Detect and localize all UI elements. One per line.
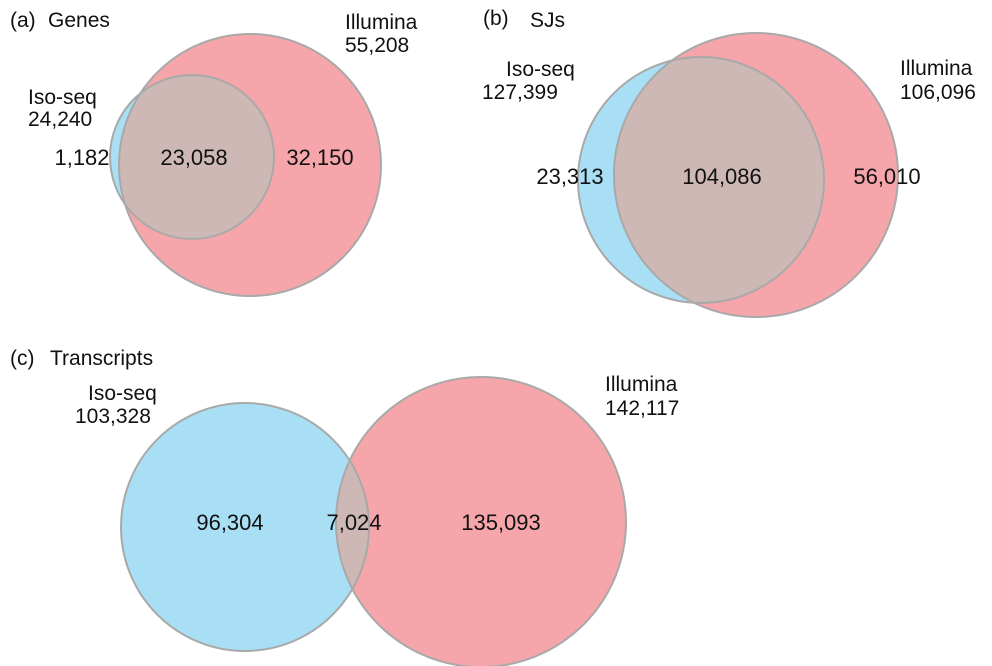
sjs-illumina-total: 106,096 <box>900 81 976 104</box>
panel-genes-title: Genes <box>48 9 110 32</box>
transcripts-illumina-circle <box>336 377 626 666</box>
panel-genes-letter: (a) <box>10 9 36 32</box>
transcripts-illumina-total: 142,117 <box>605 397 679 420</box>
genes-isoseq-name: Iso-seq <box>28 86 97 109</box>
panel-sjs-title: SJs <box>530 9 565 32</box>
sjs-isoseq-total: 127,399 <box>482 81 558 104</box>
transcripts-illumina-name: Illumina <box>605 373 678 396</box>
panel-genes: (a) Genes Iso-seq 24,240 Illumina 55,208… <box>10 9 418 297</box>
sjs-illumina-outline <box>613 32 899 318</box>
sjs-isoseq-outline <box>577 56 825 304</box>
panel-sjs: (b) SJs Iso-seq 127,399 Illumina 106,096… <box>482 7 976 318</box>
sjs-illumina-name: Illumina <box>900 57 973 80</box>
sjs-isoseq-name: Iso-seq <box>506 58 575 81</box>
genes-isoseq-total: 24,240 <box>28 108 92 131</box>
transcripts-isoseq-name: Iso-seq <box>88 382 157 405</box>
genes-illumina-name: Illumina <box>345 11 418 34</box>
genes-illumina-total: 55,208 <box>345 34 409 57</box>
transcripts-isoseq-total: 103,328 <box>75 405 151 428</box>
transcripts-isoseq-circle <box>121 403 369 651</box>
panel-sjs-letter: (b) <box>483 7 509 30</box>
transcripts-illumina-outline <box>335 376 627 666</box>
sjs-illumina-only-count: 56,010 <box>853 164 920 189</box>
genes-illumina-outline <box>118 33 382 297</box>
panel-transcripts-letter: (c) <box>10 347 35 370</box>
genes-isoseq-only-count: 1,182 <box>54 145 109 170</box>
transcripts-shared-count: 7,024 <box>326 510 381 535</box>
genes-overlap-region <box>119 75 274 239</box>
sjs-overlap-region <box>614 57 824 303</box>
genes-isoseq-outline <box>109 74 275 240</box>
genes-shared-count: 23,058 <box>160 145 227 170</box>
transcripts-illumina-only-count: 135,093 <box>461 510 541 535</box>
transcripts-isoseq-outline <box>120 402 370 652</box>
genes-illumina-only-count: 32,150 <box>286 145 353 170</box>
panel-transcripts: (c) Transcripts Iso-seq 103,328 Illumina… <box>10 347 679 666</box>
sjs-isoseq-only-count: 23,313 <box>536 164 603 189</box>
panel-transcripts-title: Transcripts <box>50 347 153 370</box>
transcripts-isoseq-only-count: 96,304 <box>196 510 263 535</box>
sjs-shared-count: 104,086 <box>682 164 762 189</box>
